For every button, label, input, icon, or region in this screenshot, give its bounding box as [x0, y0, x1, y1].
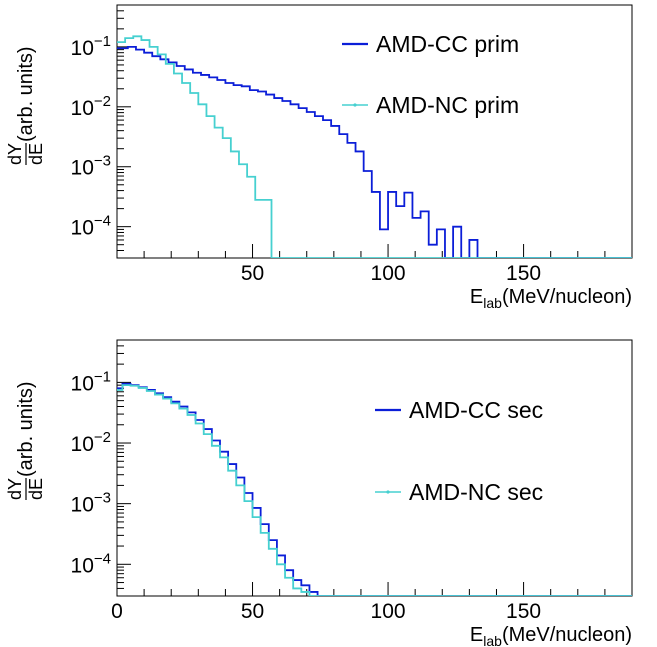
y-tick-label: 10−2: [71, 93, 111, 120]
y-axis-title: dY dE(arb. units): [5, 381, 46, 500]
plot-frame: [116, 339, 633, 597]
y-axis-title: dY dE(arb. units): [5, 46, 46, 165]
chart-panel-1: 50 100 150 10−1 10−2 10−3 10−4 Elab(MeV/nucleon…: [5, 4, 633, 311]
legend-entry: AMD-NC prim: [342, 92, 519, 118]
chart-panel-2: 0 50 100 150 10−1 10−2 10−3 10−4 Elab(MeV/nucleo…: [5, 339, 633, 647]
x-tick-label: 150: [506, 600, 541, 623]
legend-marker: [353, 103, 357, 107]
x-tick-label: 50: [241, 262, 264, 285]
x-tick-label: 150: [506, 262, 541, 285]
y-title-denominator: dE: [26, 478, 46, 500]
x-axis-title: Elab(MeV/nucleon): [470, 286, 632, 311]
x-tick-label: 50: [241, 600, 264, 623]
legend-entry: AMD-NC sec: [375, 479, 543, 505]
series-line-amd-nc-sec: [117, 384, 632, 596]
legend-entry: AMD-CC sec: [375, 397, 543, 423]
y-tick-label: 10−4: [71, 213, 111, 240]
y-tick-label: 10−3: [71, 490, 111, 517]
legend-label: AMD-CC sec: [409, 397, 543, 423]
x-tick-label: 0: [111, 600, 123, 623]
y-tick-label: 10−2: [71, 429, 111, 456]
y-tick-label: 10−3: [71, 153, 111, 180]
y-title-rest: (arb. units): [15, 381, 37, 477]
series-line-amd-cc-prim: [117, 45, 632, 258]
y-tick-label: 10−1: [71, 33, 111, 60]
y-tick-label: 10−4: [71, 550, 111, 577]
x-tick-label: 100: [371, 600, 406, 623]
legend-label: AMD-CC prim: [376, 31, 519, 57]
y-title-numerator: dY: [5, 478, 25, 500]
y-title-rest: (arb. units): [15, 46, 37, 142]
x-axis-title: Elab(MeV/nucleon): [470, 624, 632, 647]
legend-label: AMD-NC sec: [409, 479, 543, 505]
x-tick-label: 100: [371, 262, 406, 285]
y-title-numerator: dY: [5, 143, 25, 165]
legend-entry: AMD-CC prim: [342, 31, 519, 57]
y-title-denominator: dE: [26, 143, 46, 165]
y-tick-label: 10−1: [71, 368, 111, 395]
plot-frame: [116, 4, 633, 259]
series-line-amd-nc-prim: [117, 35, 632, 258]
legend-marker: [386, 490, 390, 494]
legend-label: AMD-NC prim: [376, 92, 519, 118]
